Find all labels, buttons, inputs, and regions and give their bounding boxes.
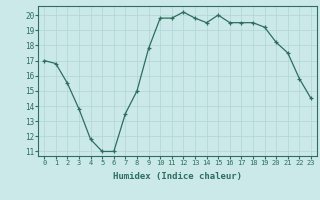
X-axis label: Humidex (Indice chaleur): Humidex (Indice chaleur) <box>113 172 242 181</box>
